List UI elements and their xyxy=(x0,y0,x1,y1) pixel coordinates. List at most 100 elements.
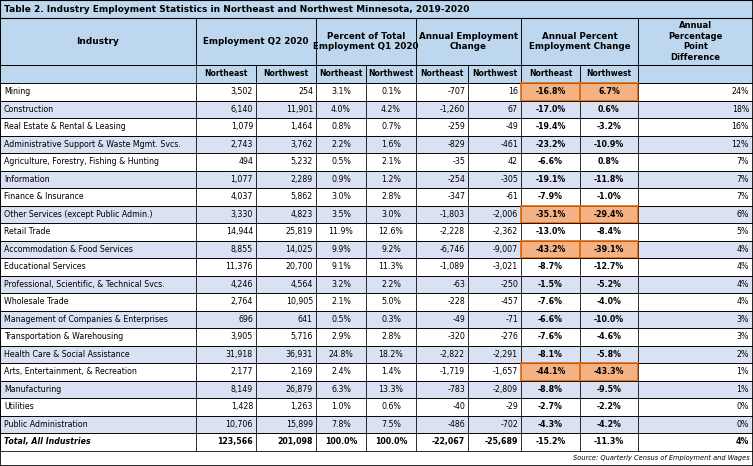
Bar xyxy=(256,223,316,240)
Text: -1.5%: -1.5% xyxy=(538,280,563,289)
Bar xyxy=(366,171,416,188)
Bar xyxy=(0,206,753,223)
Bar xyxy=(638,310,753,328)
Bar xyxy=(580,223,638,240)
Bar xyxy=(196,223,256,240)
Text: 5.0%: 5.0% xyxy=(381,297,401,306)
Bar xyxy=(0,433,196,451)
Bar xyxy=(316,433,366,451)
Bar xyxy=(366,416,416,433)
Bar xyxy=(521,345,580,363)
Text: 4,564: 4,564 xyxy=(291,280,313,289)
Text: -10.9%: -10.9% xyxy=(594,140,624,149)
Bar xyxy=(468,188,521,206)
Text: -347: -347 xyxy=(447,192,465,201)
Text: Northwest: Northwest xyxy=(368,69,413,78)
Text: -44.1%: -44.1% xyxy=(535,367,566,376)
Bar xyxy=(196,240,256,258)
Bar xyxy=(316,416,366,433)
Text: 0.1%: 0.1% xyxy=(381,87,401,96)
Text: -29: -29 xyxy=(505,402,518,411)
Text: -8.7%: -8.7% xyxy=(538,262,563,271)
Bar xyxy=(580,433,638,451)
Text: -783: -783 xyxy=(447,385,465,394)
Text: 2%: 2% xyxy=(736,350,749,359)
Text: 7.5%: 7.5% xyxy=(381,420,401,429)
Bar xyxy=(366,345,416,363)
Bar xyxy=(256,381,316,398)
Text: 9.1%: 9.1% xyxy=(331,262,351,271)
Bar xyxy=(0,310,196,328)
Text: Mining: Mining xyxy=(4,87,30,96)
Bar xyxy=(638,310,753,328)
Bar xyxy=(316,18,416,65)
Bar xyxy=(366,83,416,101)
Text: -40: -40 xyxy=(452,402,465,411)
Bar xyxy=(416,188,468,206)
Bar xyxy=(196,118,256,136)
Bar xyxy=(416,206,468,223)
Bar xyxy=(366,293,416,310)
Text: -4.3%: -4.3% xyxy=(538,420,563,429)
Bar xyxy=(196,188,256,206)
Text: -35.1%: -35.1% xyxy=(535,210,566,219)
Bar xyxy=(0,153,196,171)
Bar xyxy=(0,310,196,328)
Bar xyxy=(416,345,468,363)
Bar xyxy=(256,345,316,363)
Bar xyxy=(638,118,753,136)
Bar xyxy=(416,258,468,275)
Text: 26,879: 26,879 xyxy=(286,385,313,394)
Bar xyxy=(256,363,316,381)
Text: 67: 67 xyxy=(508,105,518,114)
Text: 0.9%: 0.9% xyxy=(331,175,351,184)
Text: -707: -707 xyxy=(447,87,465,96)
Text: 696: 696 xyxy=(238,315,253,324)
Text: -228: -228 xyxy=(447,297,465,306)
Text: 1,077: 1,077 xyxy=(230,175,253,184)
Text: 11.9%: 11.9% xyxy=(328,227,353,236)
Bar xyxy=(316,153,366,171)
Bar xyxy=(0,136,196,153)
Bar xyxy=(316,345,366,363)
Bar xyxy=(468,433,521,451)
Text: 201,098: 201,098 xyxy=(278,437,313,446)
Bar xyxy=(0,345,753,363)
Text: -7.9%: -7.9% xyxy=(538,192,563,201)
Bar xyxy=(0,345,196,363)
Bar xyxy=(416,101,468,118)
Bar xyxy=(196,275,256,293)
Bar xyxy=(0,416,753,433)
Bar xyxy=(316,310,366,328)
Bar xyxy=(196,310,256,328)
Bar xyxy=(196,398,256,416)
Text: -2,809: -2,809 xyxy=(493,385,518,394)
Bar xyxy=(256,310,316,328)
Text: -63: -63 xyxy=(452,280,465,289)
Bar xyxy=(580,258,638,275)
Bar xyxy=(638,83,753,101)
Bar xyxy=(0,363,196,381)
Bar xyxy=(580,433,638,451)
Bar xyxy=(0,328,753,345)
Bar xyxy=(580,223,638,240)
Text: Northeast: Northeast xyxy=(420,69,464,78)
Text: -6.6%: -6.6% xyxy=(538,157,563,166)
Text: Health Care & Social Assistance: Health Care & Social Assistance xyxy=(4,350,130,359)
Bar xyxy=(638,275,753,293)
Text: Total, All Industries: Total, All Industries xyxy=(4,437,91,446)
Bar xyxy=(196,101,256,118)
Bar xyxy=(638,223,753,240)
Bar xyxy=(0,153,196,171)
Bar xyxy=(468,363,521,381)
Bar xyxy=(416,328,468,345)
Bar xyxy=(580,206,638,223)
Bar xyxy=(638,328,753,345)
Bar xyxy=(256,240,316,258)
Bar xyxy=(521,416,580,433)
Text: 1%: 1% xyxy=(736,385,749,394)
Bar xyxy=(416,118,468,136)
Text: -2.7%: -2.7% xyxy=(538,402,563,411)
Text: Management of Companies & Enterprises: Management of Companies & Enterprises xyxy=(4,315,168,324)
Bar xyxy=(0,310,753,328)
